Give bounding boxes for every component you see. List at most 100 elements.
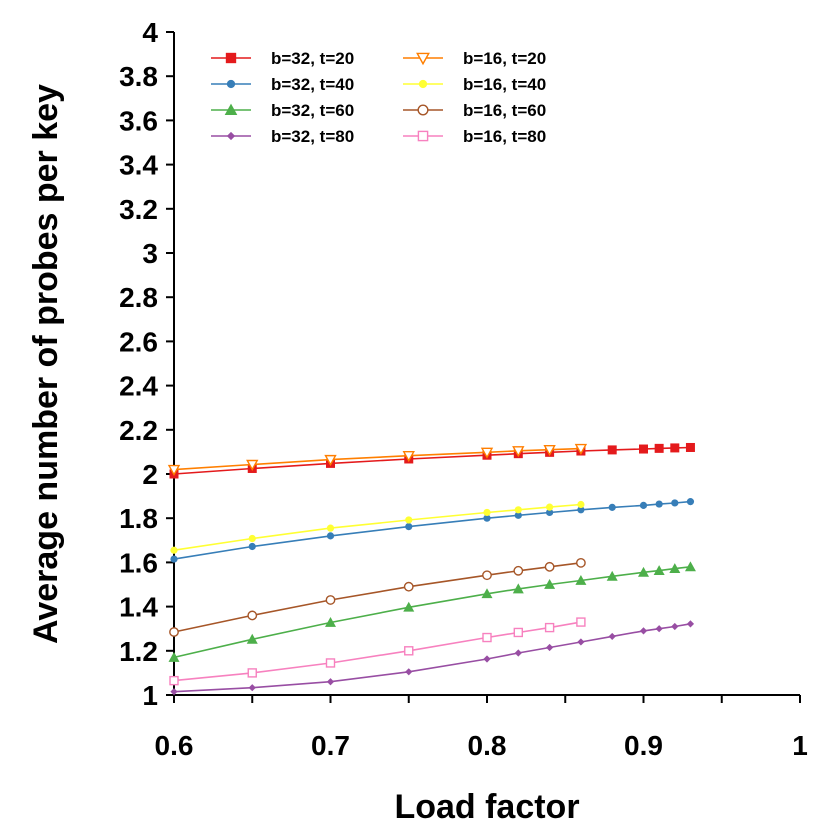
data-point (655, 500, 663, 508)
legend-marker (224, 103, 238, 116)
circle-marker (686, 498, 695, 506)
data-point (170, 688, 178, 696)
data-point (671, 622, 679, 631)
diamond-marker (483, 655, 491, 663)
data-point (686, 620, 695, 628)
diamond-marker (514, 649, 522, 657)
data-point (403, 581, 414, 592)
data-point (544, 579, 556, 589)
series-layer (167, 442, 696, 696)
square-marker (404, 646, 414, 656)
circle-marker (482, 570, 492, 581)
series-line (173, 621, 582, 682)
legend-item: b=16, t=60 (403, 101, 546, 120)
x-tick-label: 0.8 (468, 730, 507, 761)
data-point (325, 658, 336, 668)
legend-marker (226, 79, 236, 89)
data-point (483, 508, 491, 517)
data-point (543, 444, 556, 457)
legend-label: b=16, t=60 (463, 101, 546, 120)
circle-marker (325, 595, 336, 605)
circle-marker (170, 555, 178, 563)
triangle-marker (403, 601, 415, 612)
data-point (405, 516, 413, 524)
triangle-marker (512, 446, 525, 458)
data-point (324, 454, 337, 467)
data-point (653, 565, 665, 575)
data-point (607, 445, 617, 455)
data-point (483, 514, 491, 522)
y-tick-label: 1.2 (119, 636, 158, 667)
square-marker (247, 668, 257, 678)
data-point (669, 563, 681, 573)
square-marker (482, 632, 492, 643)
triangle-marker (416, 52, 430, 66)
square-marker (685, 442, 695, 452)
data-point (544, 622, 555, 633)
y-axis-label: Average number of probes per key (27, 84, 65, 644)
data-point (577, 506, 585, 514)
square-marker (544, 622, 555, 633)
data-point (575, 575, 587, 585)
series-2 (168, 561, 696, 662)
circle-marker (248, 542, 256, 551)
data-point (512, 446, 525, 458)
circle-marker (655, 500, 663, 508)
data-point (512, 583, 524, 594)
series-7 (169, 617, 586, 686)
diamond-marker (608, 632, 616, 641)
data-point (577, 638, 585, 646)
data-point (577, 500, 585, 509)
diamond-marker (546, 643, 554, 652)
data-point (402, 450, 415, 463)
circle-marker (405, 522, 413, 531)
square-marker (225, 52, 237, 64)
data-point (325, 595, 336, 605)
triangle-marker (543, 444, 556, 457)
data-point (246, 633, 258, 644)
legend-marker (418, 79, 428, 89)
circle-marker (608, 503, 616, 511)
circle-marker (326, 524, 335, 532)
data-point (670, 443, 680, 453)
series-line (173, 447, 581, 471)
data-point (655, 625, 663, 633)
legend-label: b=16, t=80 (463, 127, 546, 146)
y-tick-label: 3.6 (119, 105, 158, 136)
y-tick-label: 1.8 (119, 503, 158, 534)
diamond-marker (226, 131, 236, 141)
triangle-marker (606, 570, 618, 581)
x-axis-label: Load factor (394, 788, 579, 826)
data-point (248, 534, 256, 543)
y-tick-label: 3.4 (119, 150, 158, 181)
y-tick-label: 2.8 (119, 282, 158, 313)
circle-marker (514, 511, 522, 519)
triangle-marker (168, 651, 180, 662)
data-point (404, 646, 414, 656)
data-point (639, 444, 648, 454)
series-line (173, 503, 581, 551)
diamond-marker (248, 684, 256, 692)
ticks: 1 1.2 1.4 1.6 1.8 2 2.2 2.4 2.6 2.8 3 3.2 3.4 3.6 3.8 4… (119, 17, 808, 761)
data-point (326, 532, 335, 540)
data-point (168, 651, 180, 662)
data-point (576, 557, 586, 568)
data-point (638, 566, 649, 577)
legend-item: b=32, t=80 (211, 127, 354, 146)
square-marker (654, 443, 664, 453)
x-tick-label: 1 (792, 730, 808, 761)
circle-marker (513, 565, 524, 576)
data-point (482, 570, 492, 581)
y-tick-label: 2.4 (119, 371, 158, 402)
legend-label: b=32, t=40 (271, 75, 354, 94)
data-point (608, 503, 616, 511)
circle-marker (483, 514, 491, 522)
series-line (173, 562, 582, 633)
circle-marker (417, 104, 429, 116)
data-point (686, 498, 695, 506)
square-marker (639, 444, 648, 454)
legend-marker (417, 104, 429, 116)
triangle-marker (246, 459, 259, 471)
y-tick-label: 4 (142, 17, 158, 48)
